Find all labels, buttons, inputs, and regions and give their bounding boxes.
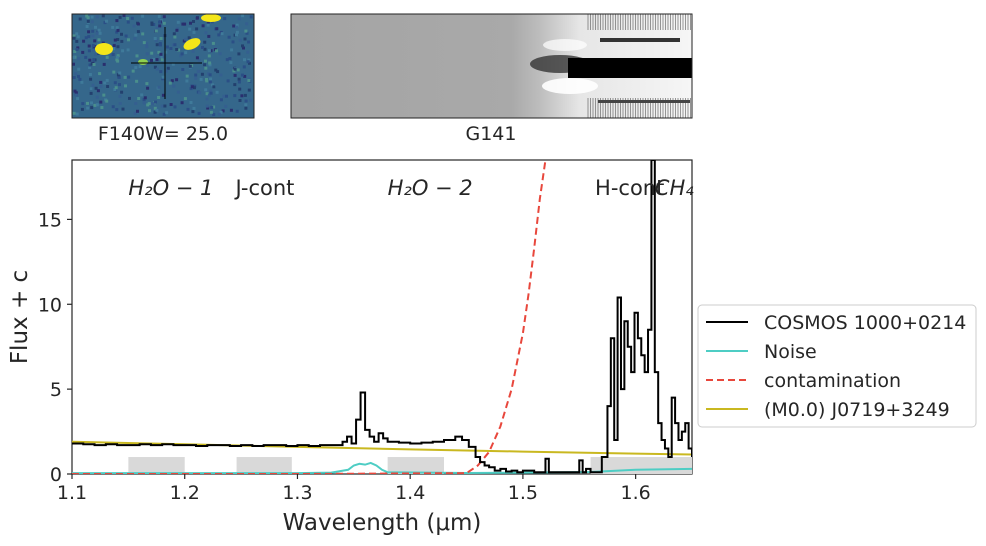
annotation-label: J-cont: [233, 176, 294, 200]
source-blob: [95, 43, 113, 55]
legend: COSMOS 1000+0214 Noise contamination (M0.0)…: [697, 304, 977, 428]
x-axis-label: Wavelength (μm): [283, 510, 482, 536]
source-blob: [183, 38, 201, 50]
annotation-label: H₂O − 2: [388, 176, 473, 200]
legend-entry-label: (M0.0) J0719+3249: [764, 399, 950, 421]
x-tick-label: 1.3: [282, 482, 312, 504]
grism-trace: [568, 58, 692, 78]
annotation-label: H-cont: [595, 176, 664, 200]
legend-box: [697, 304, 977, 428]
series-line-contamination: [72, 160, 547, 474]
grism-thumbnail: [290, 13, 693, 119]
direct-image-thumbnail: [71, 13, 255, 119]
grism-label: G141: [466, 123, 517, 145]
x-tick-label: 1.4: [395, 482, 425, 504]
legend-entry-label: Noise: [764, 341, 817, 363]
source-blob: [138, 59, 148, 65]
x-tick-label: 1.6: [621, 482, 651, 504]
direct-image-label: F140W= 25.0: [98, 123, 228, 145]
shaded-window: [387, 457, 444, 474]
annotation-label: CH₄: [655, 176, 694, 200]
series-line-cosmos-1000-0214: [72, 160, 692, 474]
y-tick-label: 15: [38, 209, 62, 231]
legend-entry-label: COSMOS 1000+0214: [764, 312, 966, 334]
shaded-window: [236, 457, 292, 474]
source-blob: [201, 14, 221, 22]
y-tick-label: 5: [50, 379, 62, 401]
y-tick-label: 10: [38, 294, 62, 316]
plot-frame: [71, 159, 693, 475]
y-tick-label: 0: [50, 464, 62, 486]
shaded-window: [128, 457, 185, 474]
x-tick-label: 1.2: [170, 482, 200, 504]
annotation-label: H₂O − 1: [128, 176, 213, 200]
x-tick-label: 1.5: [508, 482, 538, 504]
x-tick-label: 1.1: [57, 482, 87, 504]
legend-entry-label: contamination: [764, 370, 901, 392]
y-axis-label: Flux + c: [7, 270, 33, 364]
